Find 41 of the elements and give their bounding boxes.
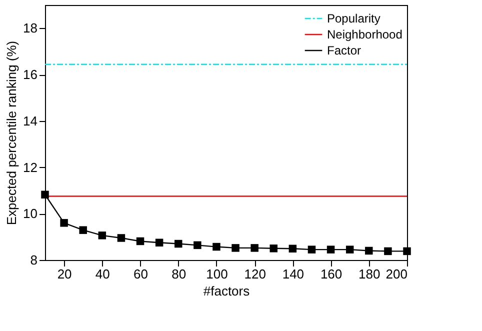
point <box>117 234 126 242</box>
x-tick-label: 180 <box>358 266 380 282</box>
y-tick-label: 12 <box>23 160 38 175</box>
point <box>232 244 240 252</box>
point <box>79 226 87 234</box>
point <box>365 246 373 255</box>
x-tick-label: 60 <box>134 266 148 282</box>
x-tick-label: 160 <box>320 266 342 282</box>
point <box>155 238 164 246</box>
point <box>403 247 411 256</box>
legend-label: Neighborhood <box>327 28 402 42</box>
x-tick-label: 20 <box>57 266 72 282</box>
x-tick-label: 120 <box>244 266 266 282</box>
y-tick-label: 14 <box>23 113 38 128</box>
point <box>288 244 297 253</box>
x-tick-label: 100 <box>206 266 228 282</box>
x-axis-title: #factors <box>203 284 250 298</box>
point <box>346 246 354 254</box>
x-tick-label: 200 <box>386 266 408 282</box>
y-tick-label: 10 <box>23 206 38 222</box>
point <box>98 232 106 240</box>
point <box>212 242 220 251</box>
y-tick-label: 16 <box>23 67 38 82</box>
legend-label: Factor <box>327 44 362 58</box>
x-tick-label: 40 <box>95 266 110 282</box>
point <box>270 244 278 252</box>
point <box>194 241 202 250</box>
x-tick-label: 140 <box>282 266 304 282</box>
point <box>60 219 68 227</box>
y-tick-label: 18 <box>23 20 38 36</box>
y-tick-label: 8 <box>30 252 38 268</box>
point <box>384 247 392 256</box>
y-axis-title: Expected percentile ranking (%) <box>4 40 20 226</box>
point <box>41 190 49 198</box>
point <box>326 246 335 254</box>
legend-label: Popularity <box>327 12 380 26</box>
point <box>174 240 182 248</box>
point <box>308 246 316 254</box>
x-tick-label: 80 <box>172 266 186 282</box>
point <box>136 237 144 246</box>
point <box>250 244 258 252</box>
